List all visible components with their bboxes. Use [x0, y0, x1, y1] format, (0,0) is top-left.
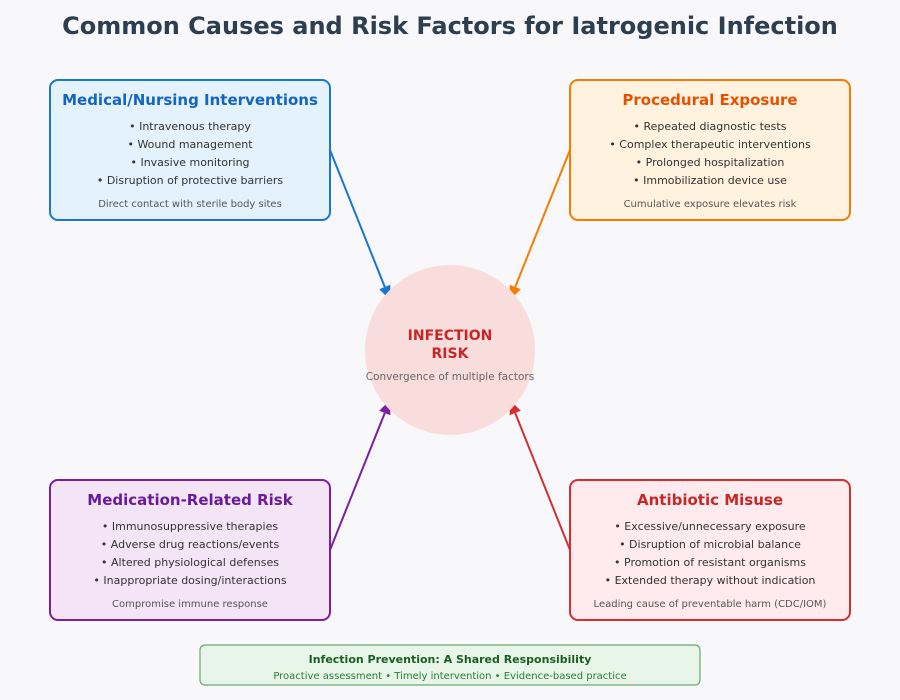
- box-background: [49, 79, 331, 221]
- box-list-item: • Disruption of protective barriers: [97, 174, 284, 187]
- center-circle: [365, 265, 535, 435]
- box-list-item: • Repeated diagnostic tests: [634, 120, 787, 133]
- box-list-item: • Prolonged hospitalization: [636, 156, 785, 169]
- box-list-item: • Disruption of microbial balance: [619, 538, 801, 551]
- box-list-item: • Adverse drug reactions/events: [101, 538, 280, 551]
- arrow-line: [514, 412, 571, 551]
- box-note: Leading cause of preventable harm (CDC/I…: [594, 599, 827, 610]
- box-note: Cumulative exposure elevates risk: [624, 199, 797, 210]
- box-background: [49, 479, 331, 621]
- box-list-item: • Wound management: [127, 138, 253, 151]
- box-medication-related-risk: Medication-Related Risk • Immunosuppressi…: [49, 479, 331, 621]
- box-list-item: • Intravenous therapy: [129, 120, 251, 133]
- center-label-line2: RISK: [432, 346, 470, 362]
- factor-boxes: Medical/Nursing Interventions • Intraveno…: [49, 79, 851, 621]
- box-note: Compromise immune response: [112, 599, 268, 610]
- box-list-item: • Extended therapy without indication: [605, 574, 816, 587]
- center-node: INFECTION RISK Convergence of multiple f…: [365, 265, 535, 435]
- footer-background: [199, 644, 701, 686]
- box-title: Medication-Related Risk: [87, 491, 293, 509]
- box-list-item: • Excessive/unnecessary exposure: [614, 520, 806, 533]
- box-background: [569, 79, 851, 221]
- footer-title: Infection Prevention: A Shared Responsib…: [309, 653, 592, 666]
- box-list-item: • Invasive monitoring: [130, 156, 249, 169]
- box-note: Direct contact with sterile body sites: [98, 199, 282, 210]
- box-medical-nursing-interventions: Medical/Nursing Interventions • Intraveno…: [49, 79, 331, 221]
- footer-subtitle: Proactive assessment • Timely interventi…: [273, 671, 626, 682]
- box-list-item: • Immobilization device use: [633, 174, 787, 187]
- center-label-line1: INFECTION: [408, 328, 493, 344]
- diagram-title: Common Causes and Risk Factors for Iatro…: [62, 12, 838, 40]
- footer-box: Infection Prevention: A Shared Responsib…: [199, 644, 701, 686]
- box-procedural-exposure: Procedural Exposure • Repeated diagnostic…: [569, 79, 851, 221]
- box-title: Medical/Nursing Interventions: [62, 91, 318, 109]
- center-subtitle: Convergence of multiple factors: [366, 371, 534, 383]
- arrow-line: [514, 149, 571, 288]
- arrow-line: [329, 412, 386, 551]
- box-list-item: • Altered physiological defenses: [101, 556, 279, 569]
- box-list-item: • Inappropriate dosing/interactions: [93, 574, 286, 587]
- box-background: [569, 479, 851, 621]
- arrow-line: [329, 149, 386, 288]
- box-title: Antibiotic Misuse: [637, 491, 783, 509]
- box-list-item: • Immunosuppressive therapies: [102, 520, 278, 533]
- box-list-item: • Promotion of resistant organisms: [614, 556, 806, 569]
- box-title: Procedural Exposure: [622, 91, 797, 109]
- box-antibiotic-misuse: Antibiotic Misuse • Excessive/unnecessary…: [569, 479, 851, 621]
- box-list-item: • Complex therapeutic interventions: [609, 138, 811, 151]
